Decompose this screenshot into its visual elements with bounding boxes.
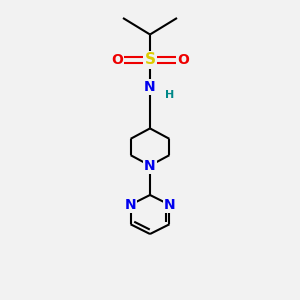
- Text: H: H: [165, 89, 174, 100]
- Text: N: N: [144, 80, 156, 94]
- Text: N: N: [164, 198, 175, 212]
- Text: N: N: [125, 198, 136, 212]
- Text: N: N: [144, 159, 156, 172]
- Text: O: O: [111, 53, 123, 67]
- Text: O: O: [177, 53, 189, 67]
- Text: S: S: [145, 52, 155, 68]
